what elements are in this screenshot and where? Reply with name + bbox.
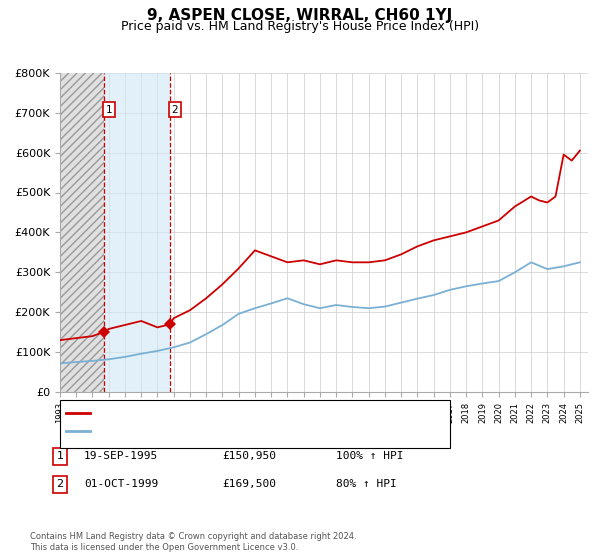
Text: Price paid vs. HM Land Registry's House Price Index (HPI): Price paid vs. HM Land Registry's House … — [121, 20, 479, 32]
Text: 01-OCT-1999: 01-OCT-1999 — [84, 479, 158, 489]
Text: 19-SEP-1995: 19-SEP-1995 — [84, 451, 158, 461]
Text: 1: 1 — [56, 451, 64, 461]
Text: HPI: Average price, detached house, Wirral: HPI: Average price, detached house, Wirr… — [93, 426, 317, 436]
Text: 2: 2 — [171, 105, 178, 114]
Text: 9, ASPEN CLOSE, WIRRAL, CH60 1YJ: 9, ASPEN CLOSE, WIRRAL, CH60 1YJ — [148, 8, 452, 24]
Text: 80% ↑ HPI: 80% ↑ HPI — [336, 479, 397, 489]
Text: 100% ↑ HPI: 100% ↑ HPI — [336, 451, 404, 461]
Text: £169,500: £169,500 — [222, 479, 276, 489]
Text: Contains HM Land Registry data © Crown copyright and database right 2024.
This d: Contains HM Land Registry data © Crown c… — [30, 532, 356, 552]
Text: £150,950: £150,950 — [222, 451, 276, 461]
Bar — [104, 73, 170, 392]
Bar — [60, 73, 104, 392]
Text: 9, ASPEN CLOSE, WIRRAL, CH60 1YJ (detached house): 9, ASPEN CLOSE, WIRRAL, CH60 1YJ (detach… — [93, 408, 373, 418]
Text: 1: 1 — [106, 105, 112, 114]
Text: 2: 2 — [56, 479, 64, 489]
